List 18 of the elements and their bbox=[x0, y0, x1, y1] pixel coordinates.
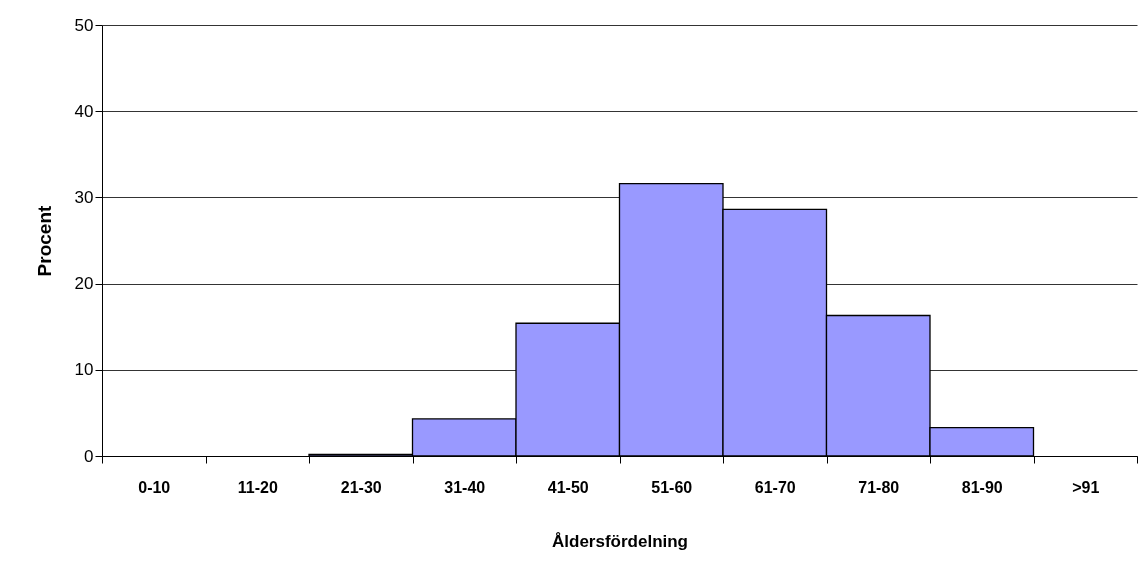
x-tick-label: 81-90 bbox=[961, 478, 1003, 496]
y-tick-label: 30 bbox=[74, 187, 94, 207]
x-tick-label: 71-80 bbox=[858, 478, 900, 496]
x-tick-label: 51-60 bbox=[651, 478, 693, 496]
y-tick-label: 10 bbox=[74, 360, 94, 380]
x-tick-label: 61-70 bbox=[754, 478, 796, 496]
y-tick-label: 20 bbox=[74, 274, 94, 294]
y-axis-title: Procent bbox=[33, 204, 55, 277]
y-tick-label: 50 bbox=[74, 15, 94, 35]
y-tick-label: 0 bbox=[84, 446, 94, 466]
x-tick-label: 0-10 bbox=[138, 478, 171, 496]
x-axis-title: Åldersfördelning bbox=[551, 531, 689, 551]
y-tick-label: 40 bbox=[74, 101, 94, 121]
x-tick-label: >91 bbox=[1072, 478, 1100, 496]
x-tick-label: 21-30 bbox=[340, 478, 382, 496]
x-tick-label: 11-20 bbox=[237, 478, 278, 496]
x-tick-label: 31-40 bbox=[444, 478, 486, 496]
x-tick-label: 41-50 bbox=[547, 478, 589, 496]
